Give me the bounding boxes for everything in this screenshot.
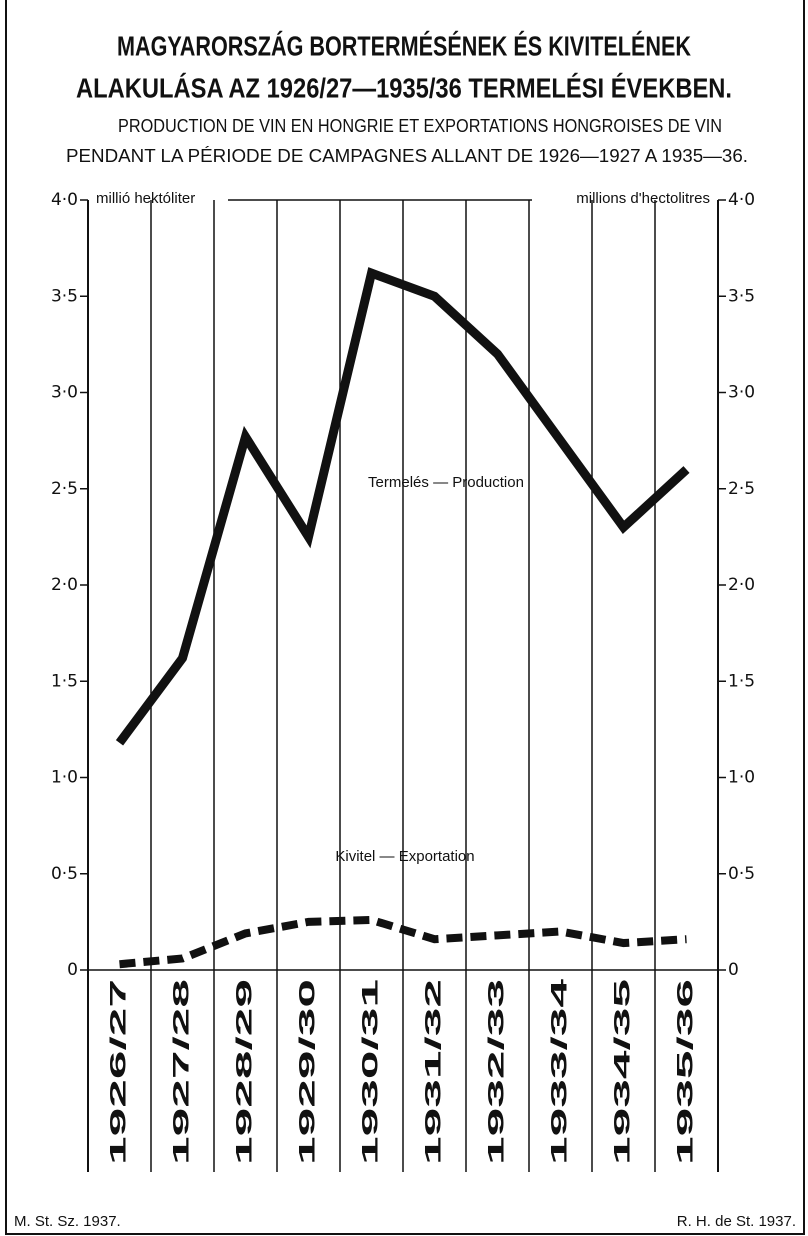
x-tick-label: 1927/28	[168, 979, 193, 1165]
y2-tick-label: 2·5	[728, 479, 755, 499]
y2-tick-label: 1·5	[728, 671, 755, 691]
x-tick-label: 1935/36	[672, 979, 697, 1165]
footer: M. St. Sz. 1937.	[14, 1213, 121, 1230]
y-tick-label: 2·0	[51, 575, 78, 595]
y2-axis-label: millions d'hectolitres	[576, 190, 710, 207]
y2-tick-label: 3·0	[728, 383, 755, 403]
y-tick-label: 0·5	[51, 864, 78, 884]
title-line: ALAKULÁSA AZ 1926/27—1935/36 TERMELÉSI É…	[76, 72, 732, 103]
y-tick-label: 4·0	[51, 190, 78, 210]
y2-tick-label: 0	[728, 960, 739, 980]
y2-tick-label: 1·0	[728, 768, 755, 788]
y-axis-label: millió hektóliter	[96, 190, 195, 207]
y-tick-label: 3·5	[51, 286, 78, 306]
y-tick-label: 0	[67, 960, 78, 980]
footer: R. H. de St. 1937.	[677, 1213, 796, 1230]
x-tick-label: 1930/31	[357, 979, 382, 1165]
series-line	[119, 915, 687, 969]
series-line	[115, 267, 690, 746]
y2-tick-label: 3·5	[728, 286, 755, 306]
subtitle-line: PENDANT LA PÉRIODE DE CAMPAGNES ALLANT D…	[66, 146, 748, 166]
y2-tick-label: 0·5	[728, 864, 755, 884]
y-tick-label: 3·0	[51, 383, 78, 403]
y-tick-label: 2·5	[51, 479, 78, 499]
x-tick-label: 1926/27	[105, 979, 130, 1165]
y2-tick-label: 2·0	[728, 575, 755, 595]
x-tick-label: 1931/32	[420, 979, 445, 1165]
y-tick-label: 1·5	[51, 671, 78, 691]
y-tick-label: 1·0	[51, 768, 78, 788]
title-line: MAGYARORSZÁG BORTERMÉSÉNEK ÉS KIVITELÉNE…	[117, 30, 691, 61]
frame	[5, 0, 805, 1235]
series-label: Termelés — Production	[368, 474, 524, 491]
series-label: Kivitel — Exportation	[335, 848, 474, 865]
x-tick-label: 1929/30	[294, 979, 319, 1165]
y2-tick-label: 4·0	[728, 190, 755, 210]
x-tick-label: 1933/34	[546, 977, 571, 1165]
x-tick-label: 1934/35	[609, 979, 634, 1165]
x-tick-label: 1932/33	[483, 979, 508, 1165]
x-tick-label: 1928/29	[231, 979, 256, 1165]
subtitle-line: PRODUCTION DE VIN EN HONGRIE ET EXPORTAT…	[118, 116, 722, 136]
